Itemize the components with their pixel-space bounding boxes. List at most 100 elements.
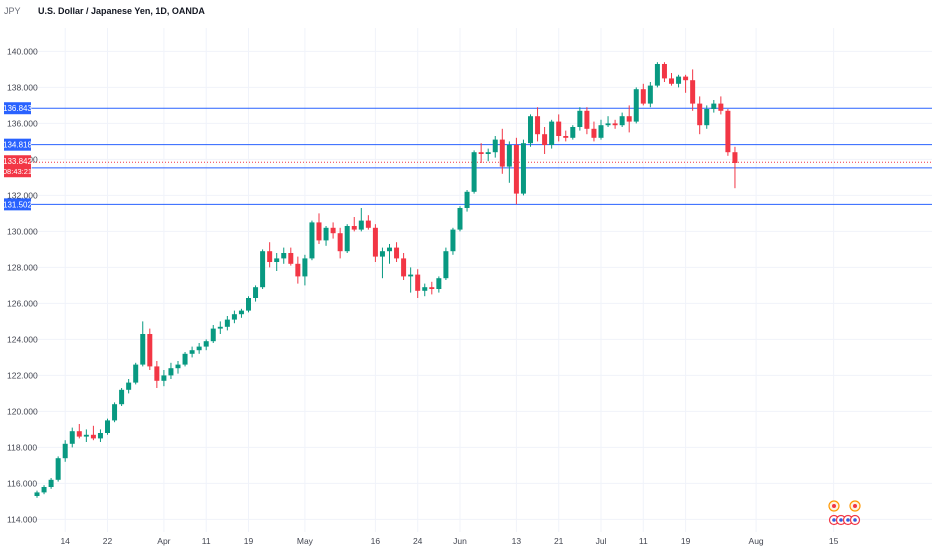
candle-body	[217, 326, 223, 329]
candle-body	[358, 220, 364, 230]
candle	[189, 346, 195, 358]
candle-body	[168, 368, 174, 376]
candle	[246, 296, 251, 313]
candle-body	[316, 222, 322, 241]
candle	[34, 490, 40, 498]
candle-body	[535, 116, 541, 135]
candle-body	[379, 251, 385, 257]
candle-body	[210, 328, 216, 342]
x-tick-label: 13	[512, 536, 522, 546]
candle	[224, 316, 230, 331]
candle	[563, 130, 569, 142]
candle-body	[704, 109, 710, 126]
candle	[253, 285, 259, 302]
candle-body	[584, 110, 590, 129]
candle-body	[513, 145, 519, 194]
candle	[725, 109, 731, 156]
candle-body	[90, 434, 96, 439]
candle-body	[725, 110, 731, 153]
candle	[97, 429, 103, 442]
level-price-tag	[4, 138, 31, 151]
current-price-label: 133.842	[3, 157, 32, 166]
candle	[358, 208, 364, 232]
candle-body	[647, 85, 653, 104]
candle-body	[464, 191, 470, 208]
candle	[168, 362, 174, 379]
candle	[591, 121, 597, 142]
candle	[203, 339, 209, 351]
candle-body	[330, 227, 336, 234]
candle-body	[344, 226, 350, 252]
x-tick-label: May	[297, 536, 314, 546]
y-tick-label: 132.000	[7, 190, 38, 200]
candle	[499, 128, 505, 174]
candle-body	[478, 152, 484, 154]
candle-body	[34, 492, 40, 496]
candle	[372, 224, 378, 262]
candle	[683, 74, 689, 93]
candle-body	[718, 103, 724, 111]
candle	[90, 425, 96, 441]
candle-body	[542, 134, 548, 145]
event-flag-icon	[853, 504, 857, 508]
candle	[41, 485, 47, 495]
candle	[704, 105, 710, 129]
y-tick-label: 138.000	[7, 82, 38, 92]
candle-body	[556, 121, 562, 136]
candle-body	[457, 208, 463, 230]
candle-body	[182, 353, 188, 365]
candle	[196, 343, 202, 354]
candle	[633, 87, 639, 124]
y-tick-label: 120.000	[7, 406, 38, 416]
candle	[323, 226, 329, 246]
level-price-label: 136.843	[3, 104, 32, 113]
candle	[126, 379, 132, 394]
candle	[210, 325, 216, 343]
candle	[260, 249, 266, 289]
candle-body	[196, 346, 202, 351]
candle-body	[528, 116, 533, 144]
candle-body	[697, 103, 703, 126]
candle-body	[119, 389, 125, 405]
candle	[492, 136, 498, 158]
x-tick-label: 22	[103, 536, 113, 546]
candle	[711, 100, 717, 113]
candle-body	[422, 287, 428, 291]
event-badge-icon	[832, 518, 836, 522]
candle	[450, 227, 456, 255]
y-tick-label: 128.000	[7, 262, 38, 272]
candle-body	[260, 251, 266, 288]
candle-body	[669, 78, 674, 84]
candle-body	[83, 434, 89, 437]
candle-body	[147, 334, 153, 367]
candle	[76, 424, 82, 439]
candle-body	[429, 287, 435, 289]
candle	[133, 362, 139, 385]
countdown-label: 08:43:21	[3, 167, 32, 176]
candle	[154, 361, 160, 388]
x-tick-label: 11	[202, 536, 211, 546]
y-tick-label: 122.000	[7, 370, 38, 380]
candle-body	[372, 227, 378, 257]
candle	[542, 127, 548, 154]
candle	[669, 73, 674, 86]
candle	[147, 328, 153, 370]
candle	[718, 96, 724, 115]
candle	[471, 150, 477, 194]
candle	[161, 370, 167, 387]
candle	[408, 267, 414, 293]
candle-body	[302, 258, 308, 277]
candle	[337, 227, 343, 259]
candle	[654, 62, 660, 88]
event-badge-icon	[846, 518, 850, 522]
x-tick-label: Apr	[157, 536, 170, 546]
candle	[316, 213, 322, 244]
candle-body	[387, 247, 392, 252]
y-tick-label: 136.000	[7, 118, 38, 128]
candle	[697, 96, 703, 135]
candle-body	[288, 253, 294, 264]
candle-body	[133, 364, 139, 383]
candle-body	[683, 76, 689, 81]
